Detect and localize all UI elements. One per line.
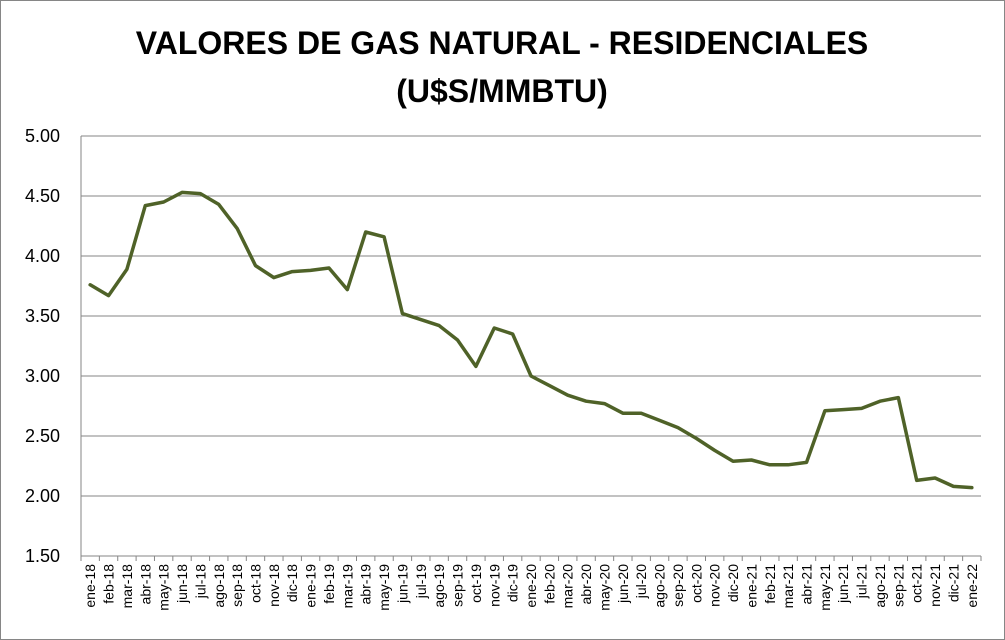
x-tick-label: dic-18 xyxy=(284,564,300,602)
x-tick-label: oct-21 xyxy=(909,564,925,603)
y-tick-label: 2.00 xyxy=(25,486,60,506)
x-tick-label: mar-18 xyxy=(119,564,135,609)
x-tick-label: dic-19 xyxy=(505,564,521,602)
x-tick-label: oct-18 xyxy=(247,564,263,603)
x-tick-label: oct-19 xyxy=(468,564,484,603)
x-tick-label: mar-19 xyxy=(339,564,355,609)
x-tick-label: feb-18 xyxy=(101,564,117,604)
x-tick-label: jun-19 xyxy=(394,564,410,604)
x-tick-label: may-20 xyxy=(596,564,612,611)
x-tick-label: ene-21 xyxy=(743,564,759,608)
x-tick-label: ago-20 xyxy=(652,564,668,608)
x-axis-tick-labels: ene-18 feb-18 mar-18 abr-18 may-18 jun-18 jul-… xyxy=(82,564,980,611)
y-tick-label: 5.00 xyxy=(25,126,60,146)
x-tick-label: jul-21 xyxy=(854,564,870,599)
x-tick-label: feb-19 xyxy=(321,564,337,604)
y-tick-label: 3.00 xyxy=(25,366,60,386)
x-tick-label: dic-20 xyxy=(725,564,741,602)
x-tick-label: jun-18 xyxy=(174,564,190,604)
x-tick-label: feb-20 xyxy=(541,564,557,604)
x-tick-label: ago-21 xyxy=(872,564,888,608)
x-tick-label: nov-21 xyxy=(927,564,943,607)
series-line-path xyxy=(88,190,974,490)
x-tick-label: sep-21 xyxy=(890,564,906,607)
y-tick-label: 3.50 xyxy=(25,306,60,326)
axes xyxy=(80,136,982,561)
x-tick-label: ene-20 xyxy=(523,564,539,608)
x-tick-label: jul-18 xyxy=(192,564,208,599)
x-tick-label: abr-18 xyxy=(137,564,153,605)
x-tick-label: may-18 xyxy=(156,564,172,611)
x-tick-label: sep-20 xyxy=(670,564,686,607)
x-tick-label: ago-19 xyxy=(431,564,447,608)
x-tick-label: sep-19 xyxy=(450,564,466,607)
y-axis-tick-labels: 5.00 4.50 4.00 3.50 3.00 2.50 2.00 1.50 xyxy=(25,126,60,566)
y-tick-label: 2.50 xyxy=(25,426,60,446)
x-tick-label: ene-22 xyxy=(964,564,980,608)
x-tick-label: sep-18 xyxy=(229,564,245,607)
x-tick-label: ago-18 xyxy=(211,564,227,608)
x-tick-label: jun-21 xyxy=(835,564,851,604)
x-tick-label: jul-20 xyxy=(633,564,649,599)
y-tick-label: 4.00 xyxy=(25,246,60,266)
series-line xyxy=(88,190,974,490)
chart-subtitle: (U$S/MMBTU) xyxy=(396,73,608,109)
x-tick-label: ene-19 xyxy=(303,564,319,608)
y-tick-label: 4.50 xyxy=(25,186,60,206)
x-tick-label: ene-18 xyxy=(82,564,98,608)
x-tick-label: feb-21 xyxy=(762,564,778,604)
x-tick-label: may-21 xyxy=(817,564,833,611)
x-tick-label: dic-21 xyxy=(945,564,961,602)
x-tick-label: jul-19 xyxy=(413,564,429,599)
x-tick-label: abr-21 xyxy=(799,564,815,605)
x-tick-label: nov-18 xyxy=(266,564,282,607)
x-tick-label: abr-20 xyxy=(578,564,594,605)
x-tick-label: nov-19 xyxy=(486,564,502,607)
x-tick-label: mar-20 xyxy=(560,564,576,609)
x-tick-label: nov-20 xyxy=(707,564,723,607)
y-tick-label: 1.50 xyxy=(25,546,60,566)
x-tick-label: jun-20 xyxy=(615,564,631,604)
chart-title: VALORES DE GAS NATURAL - RESIDENCIALES xyxy=(136,25,869,61)
x-tick-label: may-19 xyxy=(376,564,392,611)
gridlines xyxy=(81,135,981,497)
x-tick-label: mar-21 xyxy=(780,564,796,609)
x-tick-label: oct-20 xyxy=(688,564,704,603)
x-tick-label: abr-19 xyxy=(358,564,374,605)
